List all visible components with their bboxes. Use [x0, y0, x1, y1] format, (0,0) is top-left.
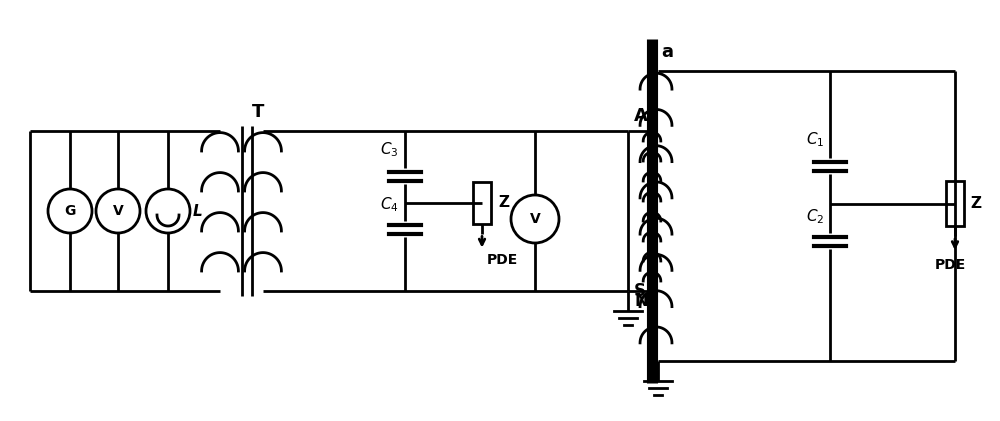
Text: $C_2$: $C_2$ [806, 207, 824, 226]
Text: Z: Z [970, 196, 981, 211]
Text: L: L [193, 203, 203, 218]
Bar [946, 181, 964, 226]
Bar [473, 181, 491, 224]
Text: $C_3$: $C_3$ [380, 140, 399, 159]
Text: Z: Z [498, 195, 509, 210]
Text: N: N [634, 292, 648, 310]
Text: PDE: PDE [487, 253, 518, 267]
Text: $C_4$: $C_4$ [380, 195, 399, 214]
Text: S: S [634, 282, 646, 300]
Text: G: G [64, 204, 76, 218]
Text: a: a [661, 43, 673, 61]
Text: A: A [634, 107, 648, 125]
Text: PDE: PDE [934, 258, 966, 272]
Text: V: V [113, 204, 123, 218]
Text: $C_1$: $C_1$ [806, 131, 824, 149]
Text: V: V [530, 212, 540, 226]
Text: T: T [252, 103, 264, 121]
